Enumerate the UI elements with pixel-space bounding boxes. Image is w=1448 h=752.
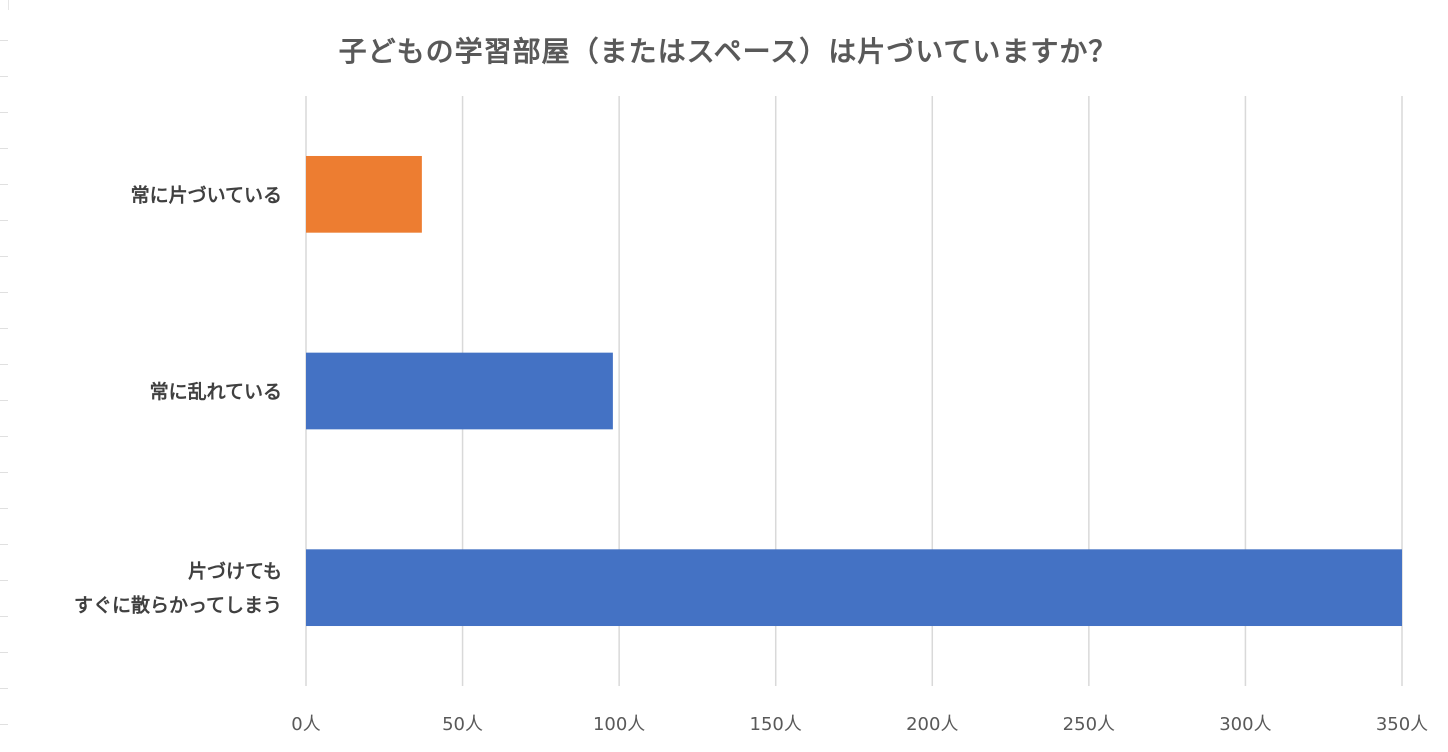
category-label: 常に片づいている (131, 183, 282, 206)
category-label: 常に乱れている (150, 380, 282, 403)
x-tick-label: 350人 (1376, 714, 1428, 735)
bar[interactable] (306, 549, 1402, 627)
x-tick-label: 200人 (906, 714, 958, 735)
bar[interactable] (306, 352, 613, 430)
chart-title: 子どもの学習部屋（またはスペース）は片づいていますか？ (338, 35, 1118, 68)
category-label: 片づけても (188, 560, 282, 583)
category-label: すぐに散らかってしまう (74, 594, 282, 617)
chart-area[interactable]: 子どもの学習部屋（またはスペース）は片づいていますか？ 0人 50人 100人 150… (8, 10, 1448, 752)
x-tick-label: 50人 (442, 714, 483, 735)
x-tick-label: 150人 (750, 714, 802, 735)
x-tick-label: 250人 (1063, 714, 1115, 735)
bar-chart: 0人 50人 100人 150人 200人 250人 300人 350人 常に片づいている常に乱… (74, 96, 1428, 735)
bar[interactable] (306, 155, 422, 233)
x-tick-label: 100人 (593, 714, 645, 735)
x-tick-label: 0人 (291, 714, 320, 735)
x-tick-label: 300人 (1219, 714, 1271, 735)
